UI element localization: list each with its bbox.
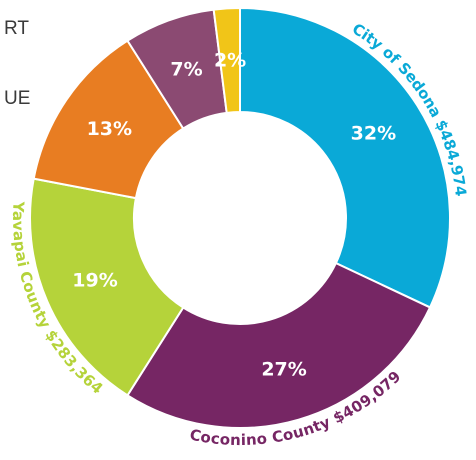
- slice-sedona: [239, 6, 451, 309]
- slice-yellow: [212, 6, 241, 114]
- slice-yavapai: [29, 177, 185, 397]
- slice-percent-label-coconino: 27%: [261, 359, 306, 381]
- slice-percent-label-plum: 7%: [170, 58, 202, 80]
- slice-percent-label-orange: 13%: [87, 118, 132, 140]
- slice-percent-label-sedona: 32%: [351, 122, 396, 144]
- cropped-text-line-2: UE: [4, 88, 31, 109]
- slice-percent-label-yavapai: 19%: [72, 270, 117, 292]
- slice-coconino: [126, 261, 432, 430]
- cropped-text-line-1: RT: [4, 18, 29, 39]
- slice-percent-label-yellow: 2%: [214, 49, 246, 71]
